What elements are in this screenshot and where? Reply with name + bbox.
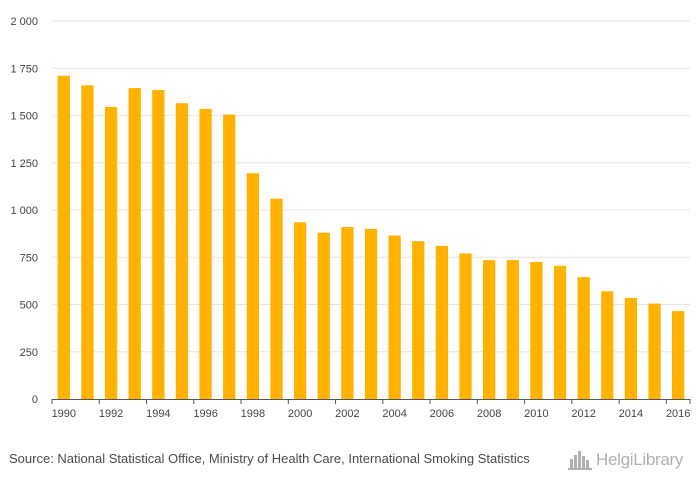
- bar-2001: [317, 232, 330, 399]
- x-tick-label: 2008: [477, 408, 501, 420]
- bar-2010: [530, 261, 543, 399]
- bar-1999: [270, 198, 283, 399]
- bar-2016: [672, 311, 685, 399]
- y-tick-label: 2 000: [10, 16, 38, 28]
- bar-chart: 0 250 500 750 1 000 1 250 1 500 1 750 2 000 1990 1…: [10, 16, 691, 420]
- bar-1995: [175, 103, 189, 399]
- bar-2008: [483, 260, 496, 399]
- bar-2013: [601, 291, 614, 399]
- bar-1997: [223, 114, 236, 400]
- bar-2012: [577, 277, 590, 399]
- x-tick-label: 1996: [193, 408, 217, 420]
- logo-text: HelgiLibrary: [596, 450, 684, 469]
- x-tick-label: 2004: [382, 408, 406, 420]
- y-tick-label: 500: [20, 300, 38, 312]
- x-tick-label: 1998: [241, 408, 265, 420]
- bar-2009: [506, 260, 519, 399]
- x-tick-label: 1992: [99, 408, 123, 420]
- bar-2000: [293, 222, 307, 399]
- bar-2002: [341, 227, 354, 399]
- x-tick-label: 1994: [146, 408, 170, 420]
- x-tick-label: 2010: [524, 408, 548, 420]
- bar-1994: [152, 89, 165, 400]
- bar-2011: [553, 265, 567, 399]
- y-tick-label: 250: [20, 347, 38, 359]
- x-tick-label: 2012: [571, 408, 595, 420]
- bar-2006: [435, 245, 449, 399]
- x-tick-label: 2006: [430, 408, 454, 420]
- bar-1991: [81, 85, 94, 399]
- helgilibrary-logo[interactable]: HelgiLibrary: [568, 448, 683, 472]
- bar-2004: [388, 235, 401, 399]
- y-tick-label: 0: [32, 394, 38, 406]
- bar-1993: [128, 88, 141, 399]
- y-tick-label: 750: [20, 252, 38, 264]
- y-tick-label: 1 000: [10, 205, 38, 217]
- y-tick-label: 1 750: [10, 63, 38, 75]
- bar-2003: [364, 228, 378, 399]
- bar-2014: [624, 297, 638, 399]
- chart-area: 0 250 500 750 1 000 1 250 1 500 1 750 2 000 1990 1…: [10, 16, 691, 420]
- city-skyline-icon: [568, 451, 592, 470]
- x-tick-label: 2000: [288, 408, 312, 420]
- bar-2015: [648, 303, 661, 399]
- bar-2007: [459, 253, 472, 399]
- bar-1996: [199, 108, 212, 399]
- bar-2005: [412, 241, 425, 399]
- x-tick-label: 2002: [335, 408, 359, 420]
- x-tick-label: 2014: [619, 408, 643, 420]
- y-tick-label: 1 500: [10, 111, 38, 123]
- x-tick-label: 2016: [666, 408, 690, 420]
- bar-1992: [104, 106, 118, 400]
- bar-1990: [57, 75, 70, 399]
- y-tick-label: 1 250: [10, 158, 38, 170]
- bar-1998: [246, 173, 259, 399]
- source-note: Source: National Statistical Office, Min…: [9, 451, 530, 466]
- x-tick-label: 1990: [52, 408, 76, 420]
